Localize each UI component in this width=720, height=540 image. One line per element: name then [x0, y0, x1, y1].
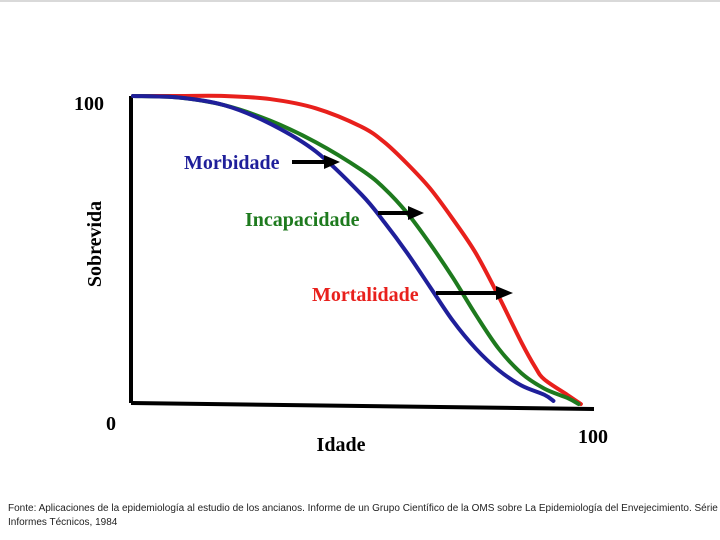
top-divider — [0, 0, 720, 2]
arrow-incapacidade — [378, 206, 424, 220]
x-axis-label: Idade — [317, 434, 366, 456]
x-axis-line — [130, 401, 595, 411]
series-line-incapacidade — [131, 94, 581, 406]
y-axis-label: Sobrevida — [84, 201, 106, 287]
annotation-morbidade: Morbidade — [184, 152, 280, 174]
arrow-mortalidade — [436, 286, 513, 300]
arrow-morbidade — [292, 155, 340, 169]
origin-tick-label: 0 — [106, 413, 116, 435]
survival-curve-chart: 100 0 100 Idade Sobrevida Morbidade Inca… — [74, 93, 608, 456]
x-tick-label-100: 100 — [578, 426, 608, 448]
series-line-mortalidade — [131, 93, 583, 406]
annotation-incapacidade: Incapacidade — [245, 209, 360, 231]
source-citation: Fonte: Aplicaciones de la epidemiología … — [8, 503, 718, 528]
annotation-mortalidade: Mortalidade — [312, 284, 419, 306]
y-tick-label-100: 100 — [74, 93, 104, 115]
series-line-morbidade — [131, 94, 556, 403]
